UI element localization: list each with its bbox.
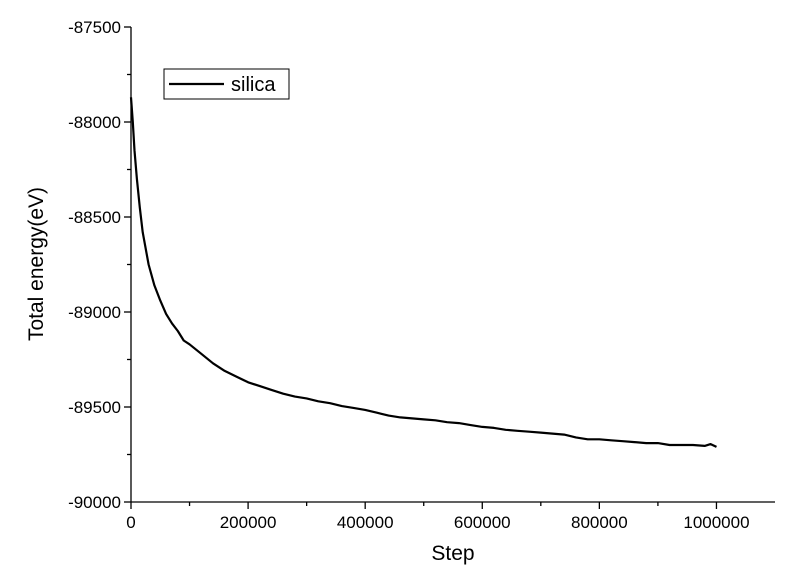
x-tick-label: 200000 (220, 513, 277, 532)
x-tick-label: 600000 (454, 513, 511, 532)
legend: silica (163, 68, 290, 100)
legend-label: silica (231, 74, 276, 96)
x-ticks: 0 200000 400000 600000 800000 1000000 (126, 502, 750, 532)
y-ticks: -87500 -88000 -88500 -89000 -89500 -90000 (68, 18, 131, 512)
y-axis-title: Total energy(eV) (25, 187, 48, 341)
x-tick-label: 1000000 (683, 513, 749, 532)
series-line-silica (129, 97, 717, 448)
y-tick-label: -90000 (68, 493, 121, 512)
y-tick-label: -89500 (68, 398, 121, 417)
x-axis-title: Step (431, 542, 474, 565)
y-tick-label: -88500 (68, 208, 121, 227)
x-tick-label: 400000 (337, 513, 394, 532)
y-tick-label: -87500 (68, 18, 121, 37)
y-tick-label: -88000 (68, 113, 121, 132)
x-tick-label: 800000 (571, 513, 628, 532)
series-group (129, 97, 717, 448)
y-tick-label: -89000 (68, 303, 121, 322)
x-tick-label: 0 (126, 513, 135, 532)
